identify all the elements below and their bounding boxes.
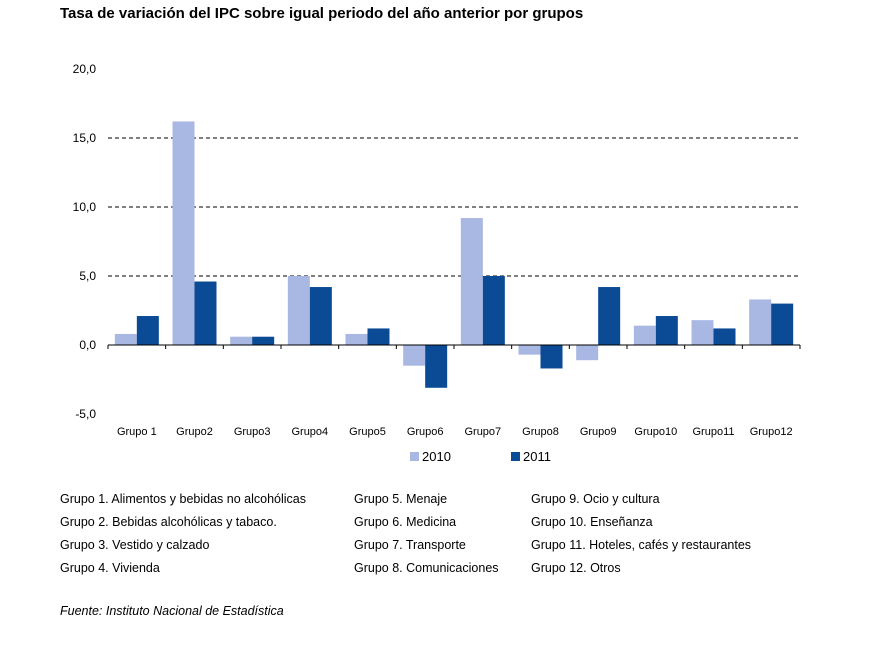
group-note: Grupo 4. Vivienda — [60, 561, 160, 575]
bar-2010 — [345, 333, 368, 345]
y-tick-label: 5,0 — [79, 269, 96, 283]
bar-2011 — [252, 336, 275, 345]
group-note: Grupo 12. Otros — [531, 561, 621, 575]
bar-2010 — [114, 333, 137, 345]
group-notes-column-2: Grupo 5. Menaje Grupo 6. Medicina Grupo … — [354, 488, 499, 580]
bar-2011 — [713, 328, 736, 345]
bar-2011 — [136, 316, 159, 345]
group-note: Grupo 8. Comunicaciones — [354, 561, 499, 575]
bar-2010 — [576, 345, 599, 361]
y-tick-label: -5,0 — [75, 407, 96, 421]
x-tick-label: Grupo9 — [580, 426, 617, 438]
group-note: Grupo 10. Enseñanza — [531, 515, 653, 529]
bar-2010 — [518, 345, 541, 355]
bar-2011 — [309, 287, 332, 345]
x-tick-label: Grupo 1 — [117, 426, 157, 438]
bar-2010 — [691, 320, 714, 345]
group-note: Grupo 2. Bebidas alcohólicas y tabaco. — [60, 515, 277, 529]
bar-2011 — [482, 276, 505, 345]
group-notes-column-3: Grupo 9. Ocio y cultura Grupo 10. Enseña… — [531, 488, 751, 580]
bar-2010 — [749, 299, 772, 345]
y-tick-label: 15,0 — [73, 131, 97, 145]
x-tick-label: Grupo6 — [407, 426, 444, 438]
bar-2011 — [194, 281, 217, 345]
group-note: Grupo 3. Vestido y calzado — [60, 538, 210, 552]
bar-2011 — [540, 345, 563, 369]
bar-2010 — [287, 276, 310, 345]
x-tick-label: Grupo4 — [291, 426, 328, 438]
group-note: Grupo 7. Transporte — [354, 538, 466, 552]
bar-2010 — [172, 121, 195, 345]
bar-chart: -5,0 0,0 5,0 10,0 15,0 20,0 Grupo 1 Grupo2 Grupo… — [73, 62, 801, 464]
x-tick-label: Grupo5 — [349, 426, 386, 438]
source-note: Fuente: Instituto Nacional de Estadístic… — [60, 604, 284, 618]
bar-2011 — [771, 303, 794, 345]
x-tick-label: Grupo12 — [750, 426, 793, 438]
x-tick-label: Grupo11 — [693, 426, 735, 438]
x-tick-label: Grupo8 — [522, 426, 559, 438]
group-note: Grupo 1. Alimentos y bebidas no alcohóli… — [60, 492, 306, 506]
bar-2011 — [367, 328, 390, 345]
legend-swatch-2010 — [410, 452, 419, 461]
legend-label-2010: 2010 — [422, 449, 451, 464]
x-tick-label: Grupo2 — [176, 426, 213, 438]
bar-2011 — [655, 316, 678, 345]
legend-label-2011: 2011 — [523, 449, 551, 464]
bar-2011 — [598, 287, 621, 345]
y-tick-label: 20,0 — [73, 62, 97, 76]
bar-2010 — [230, 336, 253, 345]
legend-swatch-2011 — [511, 452, 520, 461]
group-note: Grupo 6. Medicina — [354, 515, 457, 529]
group-note: Grupo 9. Ocio y cultura — [531, 492, 660, 506]
x-tick-label: Grupo7 — [464, 426, 501, 438]
group-notes-column-1: Grupo 1. Alimentos y bebidas no alcohóli… — [60, 488, 306, 580]
y-tick-label: 0,0 — [79, 338, 96, 352]
y-tick-label: 10,0 — [73, 200, 97, 214]
bar-2010 — [403, 345, 426, 366]
bar-2010 — [460, 218, 483, 345]
bar-2010 — [633, 325, 656, 345]
x-tick-label: Grupo10 — [634, 426, 677, 438]
group-note: Grupo 5. Menaje — [354, 492, 448, 506]
x-tick-label: Grupo3 — [234, 426, 271, 438]
group-note: Grupo 11. Hoteles, cafés y restaurantes — [531, 538, 752, 552]
chart-title: Tasa de variación del IPC sobre igual pe… — [60, 5, 584, 22]
bar-2011 — [425, 345, 448, 388]
